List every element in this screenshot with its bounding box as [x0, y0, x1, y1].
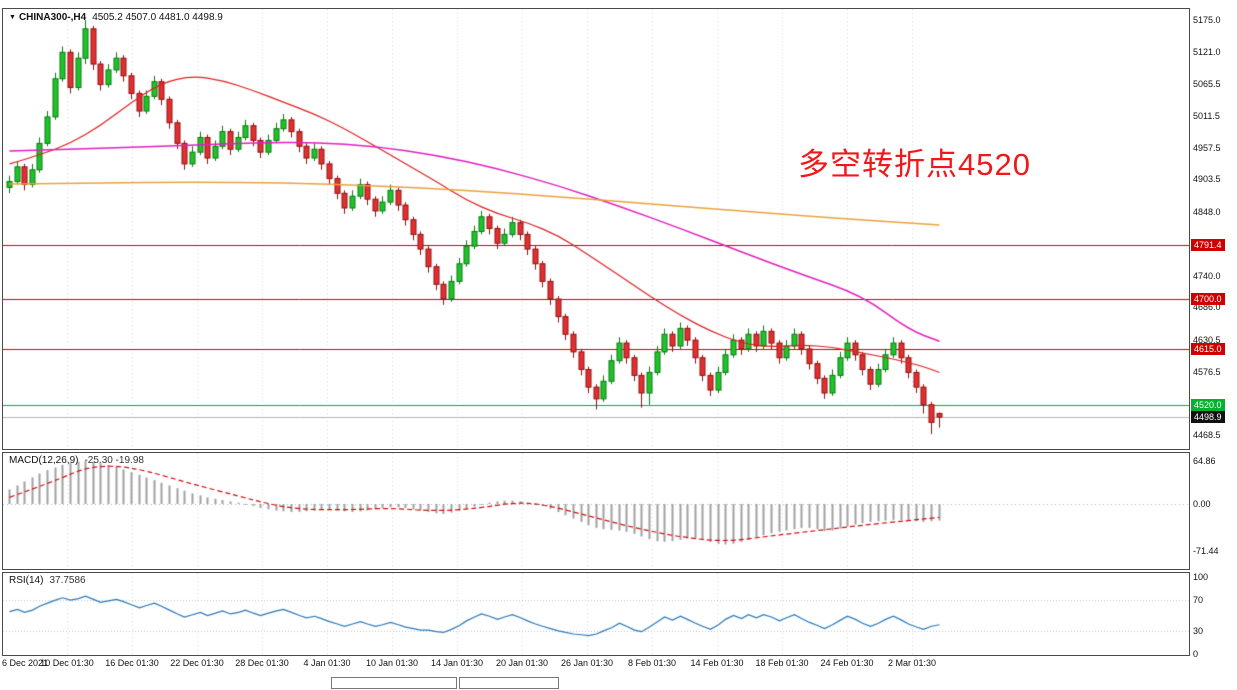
- level-price-label[interactable]: 4700.0: [1191, 293, 1225, 305]
- main-chart-canvas[interactable]: [3, 9, 1189, 449]
- symbol-marker-icon: ▼: [9, 14, 16, 21]
- time-axis-label: 2 Mar 01:30: [887, 658, 937, 668]
- time-axis-label: 10 Jan 01:30: [365, 658, 419, 668]
- symbol-name: CHINA300-,H4: [18, 12, 87, 23]
- price-chart-pane[interactable]: ▼ CHINA300-,H4 4505.2 4507.0 4481.0 4498.9…: [2, 8, 1190, 450]
- macd-axis-label: -71.44: [1193, 546, 1219, 556]
- time-axis-label: 26 Jan 01:30: [560, 658, 614, 668]
- price-axis-label: 5011.5: [1193, 111, 1220, 121]
- rsi-axis-label: 0: [1193, 649, 1199, 659]
- macd-label: MACD(12,26,9) -25.30 -19.98: [9, 455, 144, 466]
- rsi-axis-label: 30: [1193, 626, 1204, 636]
- macd-axis-label: 0.00: [1193, 499, 1211, 509]
- time-axis-label: 4 Jan 01:30: [303, 658, 351, 668]
- price-axis-label: 5065.5: [1193, 79, 1221, 89]
- price-axis-label: 4957.5: [1193, 143, 1221, 153]
- price-axis-label: 4468.5: [1193, 430, 1221, 440]
- time-axis-label: 24 Feb 01:30: [820, 658, 874, 668]
- price-axis-label: 4630.5: [1193, 335, 1221, 345]
- rsi-value: 37.7586: [49, 575, 86, 586]
- rsi-canvas[interactable]: [3, 573, 1189, 655]
- price-axis-label: 4848.0: [1193, 207, 1221, 217]
- price-axis-label: 4686.0: [1193, 302, 1221, 312]
- time-axis-label: 14 Feb 01:30: [690, 658, 744, 668]
- price-axis-label: 4576.5: [1193, 367, 1221, 377]
- bottom-scroll-box-right[interactable]: [459, 677, 559, 689]
- rsi-axis-label: 70: [1193, 595, 1204, 605]
- macd-values: -25.30 -19.98: [84, 455, 144, 466]
- price-axis-label: 5175.0: [1193, 15, 1221, 25]
- time-axis-label: 6 Dec 2021: [2, 658, 49, 668]
- rsi-label: RSI(14) 37.7586: [9, 575, 86, 586]
- level-price-label[interactable]: 4498.9: [1191, 411, 1225, 423]
- rsi-indicator-pane[interactable]: RSI(14) 37.7586: [2, 572, 1190, 656]
- level-price-label[interactable]: 4520.0: [1191, 399, 1225, 411]
- macd-name: MACD(12,26,9): [9, 455, 79, 466]
- time-axis-label: 20 Jan 01:30: [495, 658, 549, 668]
- time-axis-label: 8 Feb 01:30: [627, 658, 677, 668]
- rsi-axis-label: 100: [1193, 572, 1209, 582]
- price-axis-label: 5121.0: [1193, 47, 1221, 57]
- level-price-label[interactable]: 4791.4: [1191, 239, 1225, 251]
- symbol-ohlc-header: ▼ CHINA300-,H4 4505.2 4507.0 4481.0 4498.9: [9, 12, 223, 23]
- time-axis-label: 10 Dec 01:30: [40, 658, 94, 668]
- time-axis[interactable]: 6 Dec 2021 10 Dec 01:30 16 Dec 01:30 22 Dec…: [2, 658, 1190, 673]
- time-axis-label: 18 Feb 01:30: [755, 658, 809, 668]
- level-price-label[interactable]: 4615.0: [1191, 343, 1225, 355]
- price-axis-label: 4903.5: [1193, 174, 1221, 184]
- time-axis-label: 14 Jan 01:30: [430, 658, 484, 668]
- time-axis-label: 28 Dec 01:30: [235, 658, 289, 668]
- time-axis-label: 22 Dec 01:30: [170, 658, 224, 668]
- price-axis-label: 4740.0: [1193, 271, 1221, 281]
- bottom-scroll-box-left[interactable]: [331, 677, 457, 689]
- macd-axis-label: 64.86: [1193, 456, 1216, 466]
- macd-canvas[interactable]: [3, 453, 1189, 569]
- macd-indicator-pane[interactable]: MACD(12,26,9) -25.30 -19.98: [2, 452, 1190, 570]
- ohlc-values: 4505.2 4507.0 4481.0 4498.9: [92, 12, 223, 23]
- rsi-name: RSI(14): [9, 575, 44, 586]
- time-axis-label: 16 Dec 01:30: [105, 658, 159, 668]
- chart-annotation-text: 多空转折点4520: [798, 147, 1031, 182]
